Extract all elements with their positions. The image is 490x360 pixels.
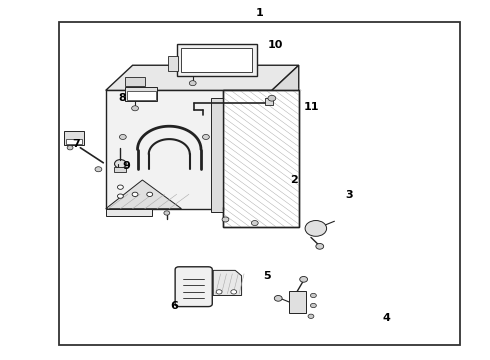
Circle shape: [67, 145, 73, 150]
Bar: [211, 98, 223, 212]
Polygon shape: [106, 180, 181, 209]
Bar: [64, 131, 84, 145]
Circle shape: [251, 221, 258, 226]
Circle shape: [274, 296, 282, 301]
Circle shape: [316, 243, 324, 249]
Circle shape: [118, 194, 123, 198]
Bar: [125, 77, 145, 86]
Text: 6: 6: [170, 301, 178, 311]
Text: 8: 8: [118, 93, 126, 103]
Circle shape: [132, 192, 138, 197]
Circle shape: [147, 192, 153, 197]
Circle shape: [305, 221, 327, 236]
Bar: [181, 48, 252, 72]
Circle shape: [268, 95, 276, 101]
Text: 4: 4: [383, 313, 391, 323]
Circle shape: [115, 159, 126, 168]
Circle shape: [120, 134, 126, 139]
Bar: [127, 91, 156, 100]
Polygon shape: [106, 209, 152, 216]
Text: 5: 5: [263, 271, 271, 281]
FancyBboxPatch shape: [175, 267, 212, 307]
Bar: [106, 90, 272, 209]
Bar: [289, 291, 306, 313]
Polygon shape: [106, 65, 299, 90]
Circle shape: [216, 290, 222, 294]
Circle shape: [95, 167, 102, 172]
Bar: [125, 87, 157, 101]
Circle shape: [164, 211, 170, 215]
Circle shape: [308, 314, 314, 319]
Bar: [168, 56, 177, 71]
Circle shape: [132, 106, 139, 111]
Bar: [223, 90, 299, 226]
Text: 1: 1: [256, 8, 264, 18]
Text: 7: 7: [73, 139, 80, 149]
Polygon shape: [213, 270, 242, 296]
Circle shape: [231, 290, 237, 294]
Circle shape: [202, 134, 209, 139]
Circle shape: [222, 217, 229, 222]
Bar: [59, 22, 460, 345]
Circle shape: [300, 276, 308, 282]
Text: 11: 11: [304, 102, 319, 112]
Circle shape: [311, 303, 317, 308]
Bar: [66, 139, 82, 144]
Circle shape: [118, 185, 123, 189]
Bar: [176, 44, 257, 76]
Bar: [265, 98, 273, 105]
Text: 10: 10: [268, 40, 283, 50]
Text: 3: 3: [345, 190, 353, 200]
Circle shape: [311, 293, 317, 298]
Text: 9: 9: [123, 161, 131, 171]
Text: 2: 2: [290, 175, 298, 185]
Bar: [114, 167, 126, 172]
Bar: [223, 90, 299, 226]
Circle shape: [189, 81, 196, 86]
Polygon shape: [272, 65, 299, 209]
